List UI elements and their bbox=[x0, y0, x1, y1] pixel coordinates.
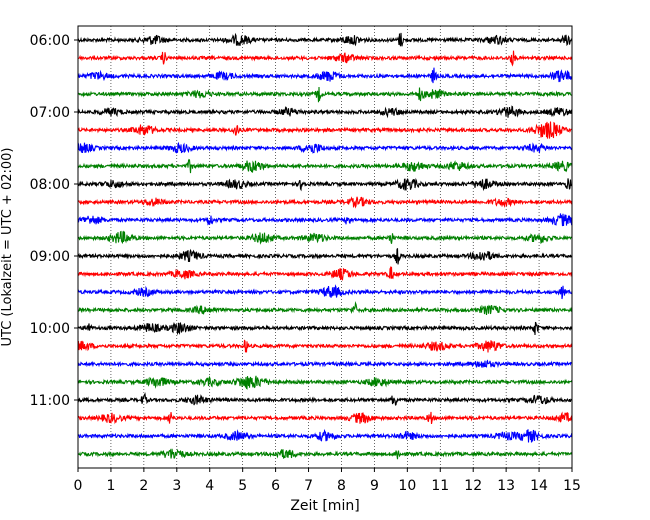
x-tick-label-6: 6 bbox=[271, 478, 280, 494]
x-tick-label-11: 11 bbox=[431, 478, 449, 494]
y-tick-label: 09:00 bbox=[30, 249, 70, 265]
y-tick-label: 11:00 bbox=[30, 393, 70, 409]
y-tick-label: 06:00 bbox=[30, 33, 70, 49]
trace-0645 bbox=[77, 86, 573, 103]
trace-0630 bbox=[77, 67, 573, 84]
x-ticks: 0 1 2 3 4 5 6 7 8 9 10 11 12 13 14 15 bbox=[74, 468, 581, 494]
trace-0730 bbox=[77, 141, 573, 154]
trace-0745 bbox=[77, 158, 573, 174]
trace-1030 bbox=[77, 359, 573, 369]
x-tick-label-3: 3 bbox=[172, 478, 181, 494]
traces bbox=[77, 32, 573, 460]
trace-0715 bbox=[77, 121, 573, 139]
trace-1045 bbox=[77, 375, 573, 390]
x-tick-label-8: 8 bbox=[337, 478, 346, 494]
trace-1000 bbox=[77, 321, 573, 336]
trace-0600 bbox=[77, 32, 573, 47]
x-tick-label-7: 7 bbox=[304, 478, 313, 494]
x-tick-label-0: 0 bbox=[74, 478, 83, 494]
trace-0900 bbox=[77, 248, 573, 265]
x-tick-label-13: 13 bbox=[497, 478, 515, 494]
y-tick-label: 10:00 bbox=[30, 321, 70, 337]
x-tick-label-4: 4 bbox=[205, 478, 214, 494]
y-tick-label: 08:00 bbox=[30, 177, 70, 193]
trace-1015 bbox=[77, 339, 573, 353]
trace-0845 bbox=[77, 230, 573, 245]
x-tick-label-15: 15 bbox=[563, 478, 581, 494]
trace-1145 bbox=[77, 448, 573, 460]
trace-0615 bbox=[77, 50, 573, 67]
trace-0945 bbox=[77, 300, 573, 315]
grid-lines bbox=[110, 26, 540, 468]
trace-0700 bbox=[77, 105, 573, 119]
y-ticks: 06:00 07:00 08:00 09:00 10:00 11:00 bbox=[30, 33, 78, 409]
x-tick-label-5: 5 bbox=[238, 478, 247, 494]
x-tick-label-9: 9 bbox=[370, 478, 379, 494]
x-axis-label: Zeit [min] bbox=[290, 498, 359, 514]
trace-0815 bbox=[77, 196, 573, 209]
trace-0800 bbox=[77, 177, 573, 192]
x-tick-label-1: 1 bbox=[106, 478, 115, 494]
trace-1115 bbox=[77, 411, 573, 425]
x-tick-label-2: 2 bbox=[139, 478, 148, 494]
trace-1130 bbox=[77, 428, 573, 443]
trace-0830 bbox=[77, 213, 573, 227]
x-tick-label-10: 10 bbox=[398, 478, 416, 494]
trace-1100 bbox=[77, 392, 573, 406]
y-tick-label: 07:00 bbox=[30, 105, 70, 121]
trace-0915 bbox=[77, 265, 573, 281]
x-tick-label-12: 12 bbox=[464, 478, 482, 494]
x-tick-label-14: 14 bbox=[530, 478, 548, 494]
trace-0930 bbox=[77, 284, 573, 300]
plot-frame bbox=[77, 25, 573, 469]
y-axis-label: UTC (Lokalzeit = UTC + 02:00) bbox=[0, 148, 15, 347]
